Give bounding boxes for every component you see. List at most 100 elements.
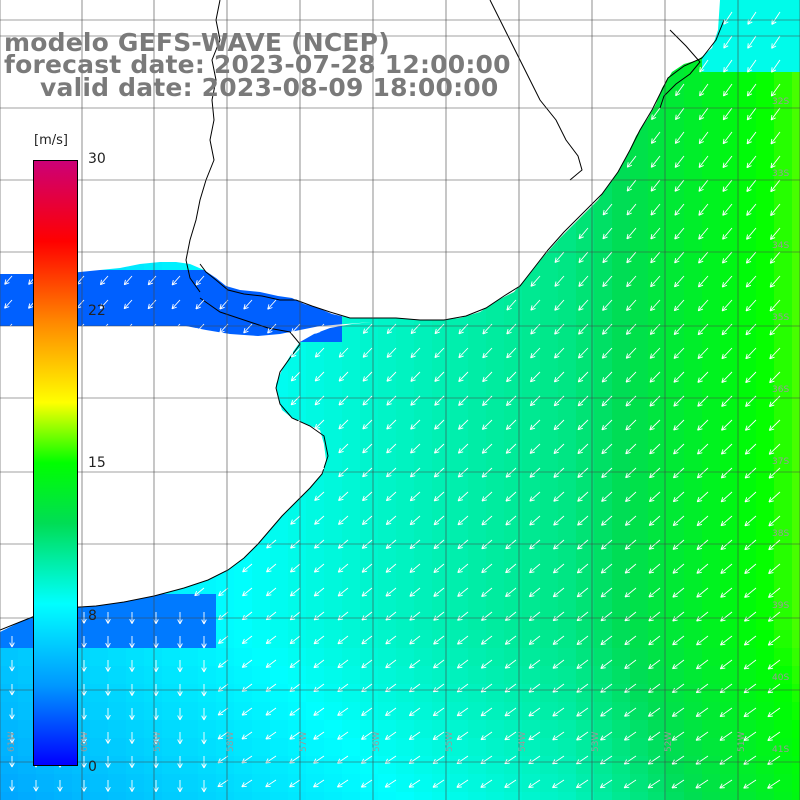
- wind-speed-cell: [432, 396, 450, 414]
- wind-speed-cell: [126, 738, 144, 756]
- wind-speed-cell: [432, 702, 450, 720]
- wind-arrow: [649, 443, 661, 455]
- wind-arrow: [600, 707, 613, 717]
- wind-speed-cell: [252, 576, 270, 594]
- wind-speed-cell: [612, 630, 630, 648]
- wind-arrow: [362, 395, 373, 406]
- wind-speed-cell: [558, 576, 576, 594]
- wind-speed-cell: [720, 702, 738, 720]
- wind-arrow: [338, 347, 349, 358]
- wind-speed-cell: [162, 288, 180, 306]
- wind-speed-cell: [738, 576, 756, 594]
- wind-arrow: [695, 779, 709, 789]
- wind-speed-cell: [72, 774, 90, 792]
- wind-speed-cell: [360, 702, 378, 720]
- wind-speed-cell: [378, 792, 396, 800]
- wind-speed-cell: [414, 396, 432, 414]
- wind-speed-cell: [684, 612, 702, 630]
- wind-speed-cell: [702, 126, 720, 144]
- wind-arrow: [719, 707, 733, 718]
- wind-speed-cell: [468, 558, 486, 576]
- wind-speed-cell: [198, 720, 216, 738]
- wind-speed-cell: [558, 252, 576, 270]
- wind-arrow: [695, 731, 709, 741]
- wind-speed-cell: [594, 306, 612, 324]
- wind-arrow: [289, 659, 301, 669]
- wind-speed-cell: [576, 774, 594, 792]
- wind-speed-cell: [108, 792, 126, 800]
- wind-speed-cell: [414, 522, 432, 540]
- wind-speed-cell: [522, 594, 540, 612]
- wind-speed-cell: [378, 720, 396, 738]
- wind-speed-cell: [594, 612, 612, 630]
- wind-arrow: [768, 539, 781, 551]
- wind-speed-cell: [630, 234, 648, 252]
- wind-arrow: [385, 635, 397, 645]
- wind-arrow: [554, 275, 565, 287]
- wind-arrow: [767, 707, 781, 718]
- wind-speed-cell: [684, 414, 702, 432]
- wind-arrow: [336, 779, 349, 788]
- wind-arrow: [362, 419, 373, 430]
- wind-speed-cell: [594, 792, 612, 800]
- wind-speed-cell: [540, 342, 558, 360]
- wind-speed-cell: [684, 576, 702, 594]
- wind-speed-cell: [792, 522, 800, 540]
- wind-speed-cell: [720, 504, 738, 522]
- wind-arrow: [432, 731, 445, 741]
- wind-speed-cell: [540, 684, 558, 702]
- wind-speed-cell: [756, 360, 774, 378]
- wind-speed-cell: [486, 576, 504, 594]
- wind-arrow: [386, 347, 397, 358]
- wind-speed-cell: [378, 738, 396, 756]
- wind-arrow: [201, 636, 207, 649]
- wind-speed-cell: [738, 144, 756, 162]
- wind-speed-cell: [126, 702, 144, 720]
- wind-arrow: [408, 707, 421, 717]
- wind-speed-cell: [162, 756, 180, 774]
- wind-arrow: [600, 659, 613, 669]
- wind-speed-cell: [594, 522, 612, 540]
- wind-speed-cell: [306, 774, 324, 792]
- wind-arrow: [314, 347, 325, 358]
- wind-speed-cell: [180, 720, 198, 738]
- wind-speed-cell: [792, 144, 800, 162]
- wind-arrow: [722, 227, 733, 240]
- wind-speed-cell: [450, 342, 468, 360]
- wind-speed-cell: [468, 576, 486, 594]
- wind-speed-cell: [432, 522, 450, 540]
- wind-arrow: [624, 539, 637, 550]
- wind-speed-cell: [792, 702, 800, 720]
- wind-speed-cell: [666, 342, 684, 360]
- wind-arrow: [577, 539, 589, 550]
- wind-arrow: [434, 371, 445, 382]
- wind-speed-cell: [576, 522, 594, 540]
- wind-arrow: [338, 491, 349, 502]
- wind-speed-cell: [666, 738, 684, 756]
- wind-speed-cell: [648, 756, 666, 774]
- wind-arrow: [672, 539, 685, 550]
- wind-arrow: [602, 275, 613, 287]
- wind-arrow: [314, 395, 325, 406]
- wind-speed-cell: [684, 198, 702, 216]
- wind-speed-cell: [666, 558, 684, 576]
- wind-arrow: [410, 371, 421, 382]
- wind-speed-cell: [396, 594, 414, 612]
- wind-arrow: [744, 563, 757, 574]
- wind-arrow: [529, 467, 541, 478]
- wind-speed-cell: [432, 540, 450, 558]
- wind-speed-cell: [468, 720, 486, 738]
- wind-arrow: [481, 563, 493, 574]
- wind-speed-cell: [414, 558, 432, 576]
- wind-arrow: [695, 707, 709, 717]
- wind-speed-cell: [234, 756, 252, 774]
- wind-arrow: [360, 779, 373, 788]
- wind-arrow: [626, 227, 637, 240]
- wind-speed-cell: [558, 414, 576, 432]
- wind-speed-cell: [414, 378, 432, 396]
- wind-speed-cell: [756, 576, 774, 594]
- wind-arrow: [552, 659, 565, 669]
- wind-arrow: [242, 563, 253, 573]
- wind-speed-cell: [324, 432, 342, 450]
- wind-arrow: [723, 59, 733, 73]
